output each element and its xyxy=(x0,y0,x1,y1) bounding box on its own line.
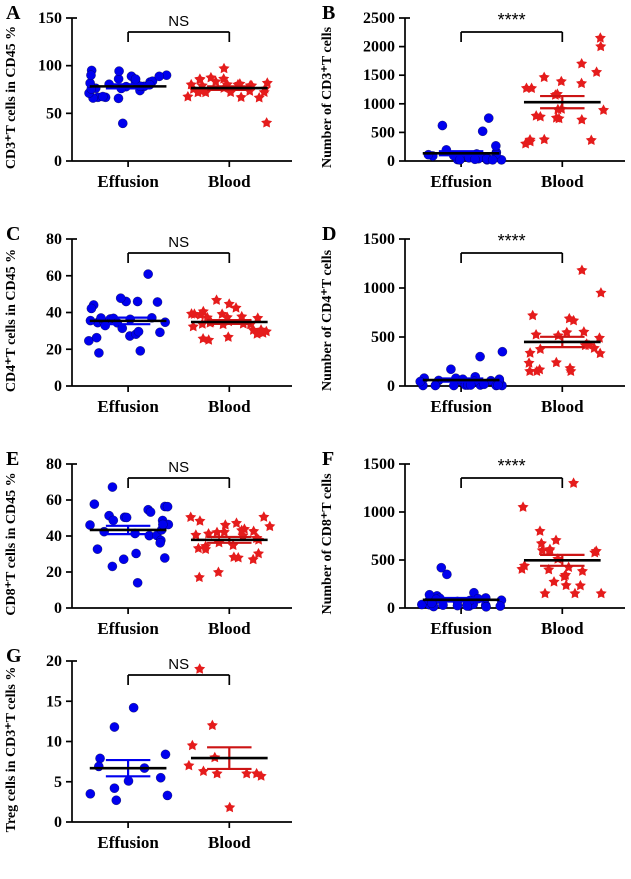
svg-text:40: 40 xyxy=(46,528,62,545)
svg-text:Blood: Blood xyxy=(541,397,584,416)
svg-text:E: E xyxy=(6,448,19,470)
svg-text:Blood: Blood xyxy=(208,397,251,416)
svg-text:2500: 2500 xyxy=(363,10,395,27)
svg-text:500: 500 xyxy=(371,124,395,141)
svg-text:F: F xyxy=(322,448,334,470)
svg-text:CD8⁺T cells in CD45 %: CD8⁺T cells in CD45 % xyxy=(4,472,19,615)
svg-text:D: D xyxy=(322,223,336,245)
svg-text:Effusion: Effusion xyxy=(97,833,159,852)
svg-text:0: 0 xyxy=(387,378,395,395)
svg-text:B: B xyxy=(322,2,335,24)
svg-text:Number of CD3⁺T cells: Number of CD3⁺T cells xyxy=(320,26,335,168)
svg-text:****: **** xyxy=(498,10,526,30)
svg-text:60: 60 xyxy=(46,492,62,509)
svg-text:G: G xyxy=(6,645,22,667)
svg-text:NS: NS xyxy=(168,459,189,476)
svg-text:80: 80 xyxy=(46,231,62,248)
svg-text:NS: NS xyxy=(168,656,189,673)
svg-text:1500: 1500 xyxy=(363,67,395,84)
svg-text:CD4⁺T cells in CD45 %: CD4⁺T cells in CD45 % xyxy=(4,249,19,392)
svg-text:Number of CD8⁺T cells: Number of CD8⁺T cells xyxy=(320,473,335,615)
svg-text:****: **** xyxy=(498,231,526,251)
svg-text:NS: NS xyxy=(168,234,189,251)
svg-text:****: **** xyxy=(498,456,526,476)
svg-text:500: 500 xyxy=(371,552,395,569)
svg-text:Effusion: Effusion xyxy=(97,172,159,191)
svg-text:C: C xyxy=(6,223,20,245)
svg-text:Blood: Blood xyxy=(541,172,584,191)
svg-text:Effusion: Effusion xyxy=(97,397,159,416)
svg-text:Blood: Blood xyxy=(208,172,251,191)
svg-text:Number of CD4⁺T cells: Number of CD4⁺T cells xyxy=(320,249,335,391)
svg-text:Effusion: Effusion xyxy=(430,619,492,638)
svg-text:0: 0 xyxy=(54,153,62,170)
svg-text:20: 20 xyxy=(46,564,62,581)
svg-text:15: 15 xyxy=(46,693,62,710)
svg-text:Blood: Blood xyxy=(541,619,584,638)
svg-text:1000: 1000 xyxy=(363,96,395,113)
svg-text:1000: 1000 xyxy=(363,280,395,297)
svg-text:50: 50 xyxy=(46,105,62,122)
svg-text:150: 150 xyxy=(38,10,62,27)
svg-text:1500: 1500 xyxy=(363,231,395,248)
svg-text:20: 20 xyxy=(46,653,62,670)
svg-text:0: 0 xyxy=(54,814,62,831)
svg-text:Effusion: Effusion xyxy=(430,172,492,191)
svg-text:0: 0 xyxy=(54,600,62,617)
svg-text:80: 80 xyxy=(46,456,62,473)
svg-text:1000: 1000 xyxy=(363,504,395,521)
svg-text:Blood: Blood xyxy=(208,833,251,852)
svg-text:Blood: Blood xyxy=(208,619,251,638)
svg-text:0: 0 xyxy=(54,378,62,395)
svg-text:A: A xyxy=(6,2,21,24)
svg-text:Effusion: Effusion xyxy=(97,619,159,638)
svg-text:500: 500 xyxy=(371,329,395,346)
svg-text:40: 40 xyxy=(46,305,62,322)
svg-text:20: 20 xyxy=(46,341,62,358)
svg-text:1500: 1500 xyxy=(363,456,395,473)
svg-text:NS: NS xyxy=(168,13,189,30)
svg-text:0: 0 xyxy=(387,600,395,617)
svg-text:100: 100 xyxy=(38,58,62,75)
svg-text:Treg cells in CD3⁺T cells %: Treg cells in CD3⁺T cells % xyxy=(4,667,19,833)
svg-text:0: 0 xyxy=(387,153,395,170)
svg-text:CD3⁺T cells in CD45 %: CD3⁺T cells in CD45 % xyxy=(4,26,19,169)
svg-text:5: 5 xyxy=(54,774,62,791)
svg-text:60: 60 xyxy=(46,268,62,285)
svg-text:Effusion: Effusion xyxy=(430,397,492,416)
svg-text:10: 10 xyxy=(46,734,62,751)
svg-text:2000: 2000 xyxy=(363,39,395,56)
